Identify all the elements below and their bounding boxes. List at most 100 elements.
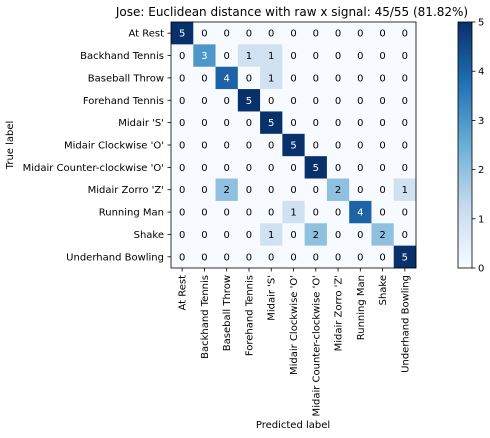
heatmap-cell — [393, 223, 417, 246]
heatmap-cell — [349, 200, 372, 224]
heatmap-cell — [282, 66, 305, 90]
heatmap-cell — [260, 178, 283, 202]
cell-value-label: 0 — [223, 230, 229, 241]
heatmap-cell — [193, 223, 216, 246]
y-tick-label: Midair 'S' — [118, 118, 164, 129]
cell-value-label: 0 — [290, 51, 296, 62]
cell-value-label: 0 — [313, 141, 319, 152]
heatmap-cell — [260, 89, 283, 112]
heatmap-cell — [171, 223, 194, 246]
cell-value-label: 0 — [223, 118, 229, 129]
heatmap-cell — [237, 245, 261, 269]
heatmap-cell — [260, 156, 283, 179]
x-tick-label: Shake — [378, 275, 389, 305]
cell-value-label: 0 — [179, 230, 185, 241]
cell-value-label: 0 — [290, 185, 296, 196]
heatmap-cell — [215, 178, 239, 202]
heatmap-cell — [171, 66, 194, 90]
cell-value-label: 0 — [335, 230, 341, 241]
heatmap-cell — [371, 156, 395, 179]
cell-value-label: 0 — [357, 96, 363, 107]
heatmap-cell — [171, 178, 194, 202]
cell-value-label: 0 — [313, 118, 319, 129]
cell-value-label: 0 — [379, 29, 385, 40]
colorbar-tick-label: 3 — [478, 116, 484, 127]
cell-value-label: 0 — [246, 230, 252, 241]
cell-value-label: 0 — [357, 185, 363, 196]
cell-value-label: 0 — [179, 73, 185, 84]
colorbar-tick-label: 5 — [478, 18, 484, 29]
heatmap-cell — [260, 44, 283, 68]
cell-value-label: 0 — [357, 51, 363, 62]
cell-value-label: 0 — [290, 230, 296, 241]
cell-value-label: 0 — [201, 252, 207, 263]
cell-value-label: 0 — [313, 51, 319, 62]
heatmap-cell — [304, 223, 328, 246]
cell-value-label: 0 — [268, 141, 274, 152]
y-tick-label: Baseball Throw — [88, 73, 164, 84]
cell-value-label: 0 — [201, 96, 207, 107]
cell-value-label: 0 — [223, 163, 229, 174]
y-tick-label: Underhand Bowling — [66, 252, 164, 263]
heatmap-cell — [326, 66, 350, 90]
cell-value-label: 5 — [246, 96, 252, 107]
heatmap-cell — [282, 44, 305, 68]
heatmap-cell — [304, 156, 328, 179]
heatmap-cell — [304, 178, 328, 202]
heatmap-cell — [371, 133, 395, 157]
heatmap-cell — [193, 44, 216, 68]
x-tick-label: Midair Counter-clockwise 'O' — [311, 275, 322, 416]
heatmap-cell — [349, 245, 372, 269]
heatmap-cell — [371, 223, 395, 246]
heatmap-cell — [237, 89, 261, 112]
heatmap-cell — [171, 133, 194, 157]
colorbar — [457, 21, 473, 269]
cell-value-label: 0 — [179, 118, 185, 129]
cell-value-label: 0 — [402, 96, 408, 107]
cell-value-label: 0 — [335, 141, 341, 152]
heatmap-cell — [304, 44, 328, 68]
colorbar-tick-label: 2 — [478, 165, 484, 176]
heatmap-cell — [371, 111, 395, 135]
heatmap-cell — [215, 156, 239, 179]
cell-value-label: 1 — [246, 51, 252, 62]
heatmap-cell — [193, 245, 216, 269]
heatmap-cell — [349, 22, 372, 45]
x-tick-label: Backhand Tennis — [200, 275, 211, 359]
colorbar-ticks: 0 1 2 3 4 5 — [472, 18, 484, 275]
heatmap-cell — [326, 178, 350, 202]
heatmap-cell — [260, 133, 283, 157]
x-tick-label: Forehand Tennis — [244, 275, 255, 356]
heatmap-cell — [260, 223, 283, 246]
heatmap-cell — [193, 156, 216, 179]
heatmap-cell — [171, 44, 194, 68]
heatmap-cell — [349, 156, 372, 179]
cell-value-label: 0 — [246, 208, 252, 219]
cell-value-label: 0 — [268, 163, 274, 174]
cell-value-label: 0 — [223, 29, 229, 40]
heatmap-cell — [237, 200, 261, 224]
heatmap-cell — [393, 111, 417, 135]
cell-value-label: 2 — [379, 230, 385, 241]
heatmap-cell — [215, 22, 239, 45]
cell-value-label: 0 — [313, 96, 319, 107]
cell-value-label: 5 — [402, 252, 408, 263]
cell-value-label: 0 — [313, 208, 319, 219]
heatmap-cell — [349, 133, 372, 157]
heatmap-cell — [193, 22, 216, 45]
colorbar-tick-label: 4 — [478, 67, 484, 78]
heatmap-cell — [393, 66, 417, 90]
cell-value-label: 0 — [246, 163, 252, 174]
cell-value-label: 0 — [357, 252, 363, 263]
cell-value-label: 0 — [246, 118, 252, 129]
cell-value-label: 0 — [402, 29, 408, 40]
heatmap-cell — [260, 22, 283, 45]
cell-value-label: 0 — [402, 51, 408, 62]
heatmap-cell — [260, 245, 283, 269]
heatmap-cell — [393, 44, 417, 68]
heatmap-cell — [371, 89, 395, 112]
cell-value-label: 0 — [357, 29, 363, 40]
heatmap-cell — [326, 223, 350, 246]
cell-value-label: 0 — [290, 252, 296, 263]
cell-value-label: 0 — [402, 73, 408, 84]
